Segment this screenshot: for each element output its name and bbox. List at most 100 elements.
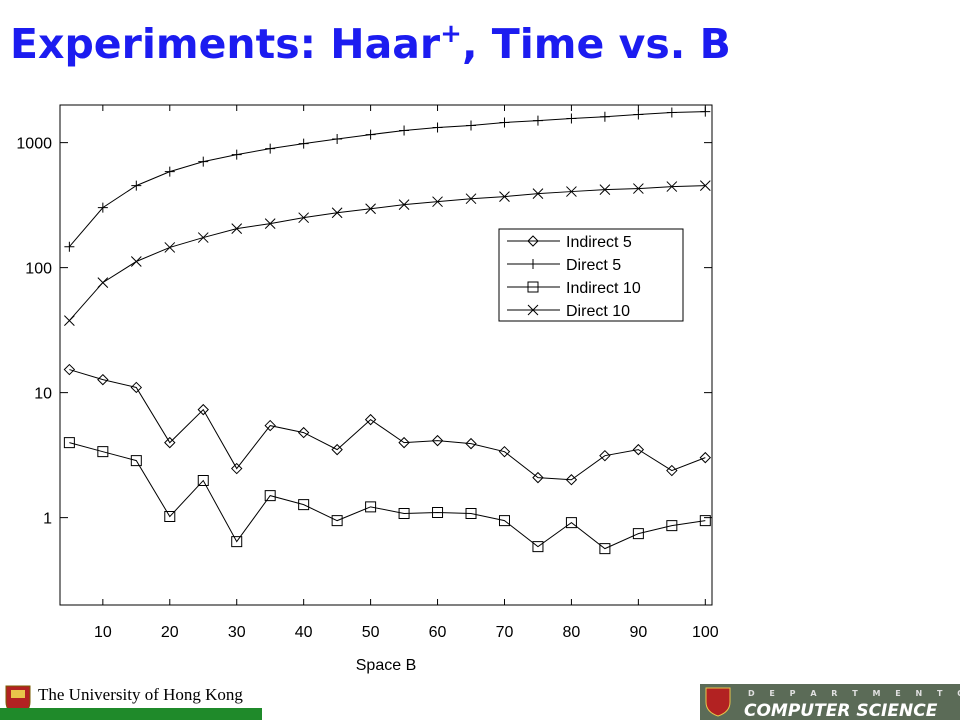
x-tick-label: 10 bbox=[94, 624, 112, 641]
data-point bbox=[264, 218, 276, 229]
data-point bbox=[164, 242, 176, 253]
data-point bbox=[699, 515, 711, 527]
data-point bbox=[499, 117, 510, 128]
data-point bbox=[431, 434, 444, 447]
crest-detail bbox=[11, 690, 25, 698]
data-point bbox=[131, 180, 142, 191]
x-tick-label: 90 bbox=[629, 624, 647, 641]
data-point bbox=[565, 517, 577, 529]
slide-title: Experiments: Haar+, Time vs. B bbox=[10, 19, 731, 68]
data-point bbox=[97, 202, 108, 213]
data-point bbox=[197, 403, 209, 416]
data-point bbox=[297, 426, 310, 439]
data-point bbox=[164, 511, 176, 523]
data-point bbox=[498, 515, 510, 527]
data-point bbox=[532, 541, 544, 553]
crest bbox=[705, 687, 731, 717]
data-point bbox=[331, 443, 343, 456]
legend-label: Direct 10 bbox=[566, 303, 630, 320]
legend-label: Indirect 10 bbox=[566, 280, 641, 297]
data-point bbox=[666, 107, 677, 118]
x-tick-label: 60 bbox=[429, 624, 447, 641]
data-point bbox=[633, 109, 644, 120]
x-tick-label: 50 bbox=[362, 624, 380, 641]
department-name: COMPUTER SCIENCE bbox=[744, 701, 938, 720]
data-point bbox=[599, 543, 611, 555]
data-point bbox=[97, 277, 109, 288]
data-point bbox=[599, 449, 611, 462]
data-point bbox=[666, 181, 678, 192]
x-tick-label: 70 bbox=[496, 624, 514, 641]
data-point bbox=[265, 143, 276, 154]
data-point bbox=[331, 515, 343, 527]
data-point bbox=[64, 241, 75, 252]
data-point bbox=[532, 188, 544, 199]
data-point bbox=[231, 462, 243, 475]
plot-frame bbox=[59, 104, 713, 606]
data-point bbox=[97, 446, 109, 458]
data-point bbox=[666, 520, 678, 532]
department-banner bbox=[700, 684, 960, 720]
university-logo: The University of Hong Kong bbox=[0, 685, 262, 720]
data-point bbox=[97, 373, 109, 386]
data-point bbox=[566, 186, 577, 197]
data-point bbox=[432, 196, 443, 208]
data-point bbox=[63, 363, 76, 376]
y-tick-label: 10 bbox=[34, 386, 52, 403]
data-point bbox=[332, 133, 343, 144]
data-point bbox=[364, 413, 377, 426]
series-line bbox=[69, 442, 706, 550]
y-tick-label: 1 bbox=[43, 511, 52, 528]
x-tick-label: 80 bbox=[563, 624, 581, 641]
data-point bbox=[365, 129, 376, 140]
data-point bbox=[264, 490, 276, 502]
data-point bbox=[465, 437, 477, 450]
data-point bbox=[365, 203, 376, 215]
data-point bbox=[63, 437, 75, 449]
x-tick-label: 20 bbox=[161, 624, 179, 641]
data-point bbox=[231, 149, 242, 160]
legend-label: Direct 5 bbox=[566, 257, 621, 274]
data-point bbox=[498, 445, 511, 458]
data-point bbox=[398, 199, 410, 211]
data-point bbox=[264, 419, 276, 432]
data-point bbox=[365, 501, 377, 513]
data-point bbox=[565, 474, 578, 486]
legend-label: Indirect 5 bbox=[566, 234, 632, 251]
series-line bbox=[68, 111, 706, 248]
data-point bbox=[432, 506, 444, 518]
university-bar bbox=[0, 708, 262, 720]
data-point bbox=[298, 212, 310, 224]
series-line bbox=[68, 185, 706, 321]
data-point bbox=[298, 499, 310, 511]
university-name: The University of Hong Kong bbox=[38, 685, 243, 704]
data-point bbox=[532, 115, 543, 126]
data-point bbox=[399, 125, 410, 136]
data-point bbox=[164, 436, 176, 449]
data-point bbox=[465, 193, 477, 205]
data-point bbox=[398, 436, 410, 449]
data-point bbox=[198, 156, 209, 167]
title-text: , Time vs. B bbox=[462, 20, 731, 68]
legend-marker bbox=[527, 304, 539, 316]
y-tick-label: 1000 bbox=[16, 136, 52, 153]
data-point bbox=[130, 381, 143, 394]
x-tick-label: 40 bbox=[295, 624, 313, 641]
data-point bbox=[64, 315, 75, 326]
legend-marker bbox=[528, 259, 538, 269]
data-point bbox=[499, 191, 510, 202]
data-point bbox=[298, 138, 309, 149]
data-point bbox=[566, 113, 577, 124]
x-tick-label: 30 bbox=[228, 624, 246, 641]
department-top: D E P A R T M E N T O F bbox=[748, 689, 960, 698]
data-point bbox=[164, 166, 175, 177]
data-point bbox=[633, 183, 644, 194]
data-point bbox=[700, 106, 711, 117]
data-point bbox=[398, 507, 410, 519]
data-point bbox=[632, 443, 645, 456]
data-point bbox=[599, 184, 611, 195]
data-point bbox=[466, 120, 477, 131]
data-point bbox=[666, 464, 678, 477]
data-point bbox=[432, 122, 443, 133]
x-axis-label: Space B bbox=[356, 657, 416, 674]
